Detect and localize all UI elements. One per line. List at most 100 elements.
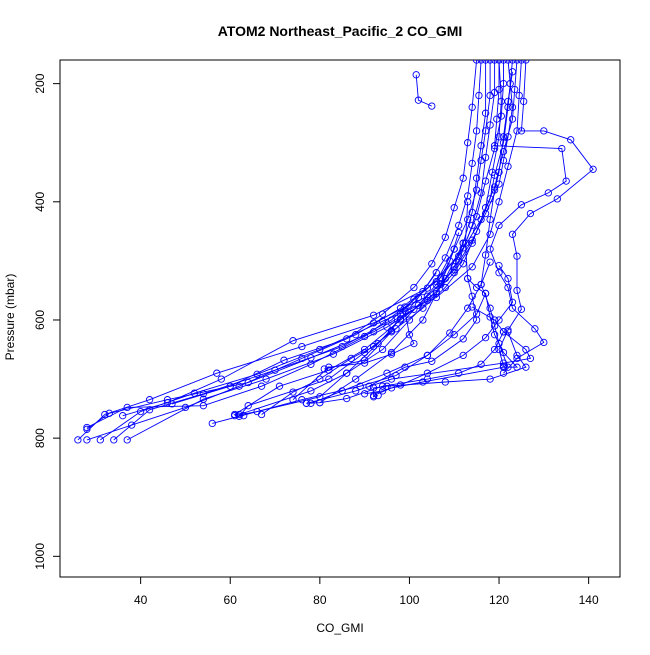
data-point: [495, 133, 503, 141]
data-point: [508, 115, 517, 123]
data-point: [271, 366, 279, 374]
data-point: [325, 363, 333, 371]
data-point: [405, 316, 414, 324]
data-point: [369, 311, 378, 319]
data-point: [280, 356, 288, 364]
data-point: [360, 332, 369, 341]
data-point: [517, 127, 526, 135]
data-point: [464, 198, 472, 206]
data-point: [378, 382, 387, 390]
data-point: [410, 295, 418, 303]
data-point: [352, 375, 360, 383]
data-point: [468, 303, 476, 311]
data-point: [423, 375, 432, 383]
data-point: [96, 436, 104, 444]
data-point: [495, 316, 503, 324]
data-point: [410, 283, 418, 292]
data-point: [396, 381, 405, 389]
data-point: [461, 239, 470, 247]
data-point: [477, 189, 485, 197]
data-point: [468, 103, 476, 111]
series-16: [365, 198, 481, 390]
data-point: [513, 252, 521, 260]
data-point: [423, 351, 432, 360]
data-point: [481, 289, 490, 298]
data-point: [289, 337, 297, 345]
data-point: [369, 342, 378, 351]
series-line: [239, 243, 464, 415]
data-point: [481, 334, 490, 342]
data-point: [257, 382, 266, 390]
series-line: [77, 60, 513, 441]
series-7: [119, 60, 521, 420]
data-point: [450, 263, 458, 271]
data-point: [450, 204, 458, 212]
series-line: [368, 201, 478, 387]
series-24: [208, 258, 494, 428]
data-point: [123, 436, 131, 444]
series-12: [320, 60, 517, 373]
data-point: [477, 280, 485, 289]
data-point: [441, 378, 449, 386]
series-23: [235, 228, 463, 420]
data-point: [83, 425, 91, 433]
data-point: [387, 350, 396, 358]
data-point: [459, 351, 467, 360]
data-point: [244, 402, 252, 410]
data-point: [486, 230, 494, 238]
data-point: [275, 382, 284, 390]
data-point: [213, 369, 221, 377]
data-point: [511, 85, 519, 94]
data-point: [437, 273, 445, 282]
data-point: [163, 396, 172, 404]
data-point: [486, 215, 494, 224]
data-point: [495, 269, 503, 277]
data-point: [517, 305, 526, 313]
data-point: [428, 102, 436, 110]
data-point: [526, 209, 535, 218]
data-point: [531, 325, 539, 333]
data-point: [495, 198, 503, 206]
data-point: [289, 388, 297, 396]
data-point: [499, 147, 508, 156]
series-8: [231, 60, 499, 420]
data-point: [423, 369, 432, 377]
data-point: [432, 269, 440, 277]
series-6: [123, 60, 505, 444]
series-29: [360, 261, 517, 398]
data-point: [495, 85, 503, 94]
data-point: [481, 251, 490, 259]
data-point: [504, 328, 512, 336]
data-point: [490, 331, 499, 339]
data-point: [481, 153, 490, 162]
x-tick-label: 40: [134, 593, 148, 607]
data-point: [508, 60, 517, 64]
series-5: [110, 60, 485, 444]
data-point: [365, 382, 373, 390]
data-point: [412, 71, 420, 79]
data-point: [459, 244, 467, 252]
data-point: [123, 403, 131, 412]
series-25: [369, 328, 530, 401]
x-axis-label: CO_GMI: [316, 621, 363, 635]
data-point: [522, 363, 530, 371]
data-point: [316, 375, 324, 383]
data-point: [387, 375, 396, 383]
plot-frame: [59, 59, 621, 578]
series-27: [289, 307, 418, 404]
data-point: [455, 369, 463, 377]
data-point: [490, 316, 499, 324]
data-point: [499, 328, 508, 336]
y-axis-label: Pressure (mbar): [3, 274, 17, 361]
data-point: [235, 412, 243, 420]
data-point: [437, 280, 445, 289]
data-point: [513, 351, 521, 360]
series-line: [324, 60, 513, 370]
data-point: [360, 359, 369, 367]
data-point: [464, 192, 472, 200]
data-point: [472, 174, 481, 182]
data-point: [231, 412, 239, 420]
data-point: [110, 436, 118, 444]
data-point: [414, 293, 423, 302]
